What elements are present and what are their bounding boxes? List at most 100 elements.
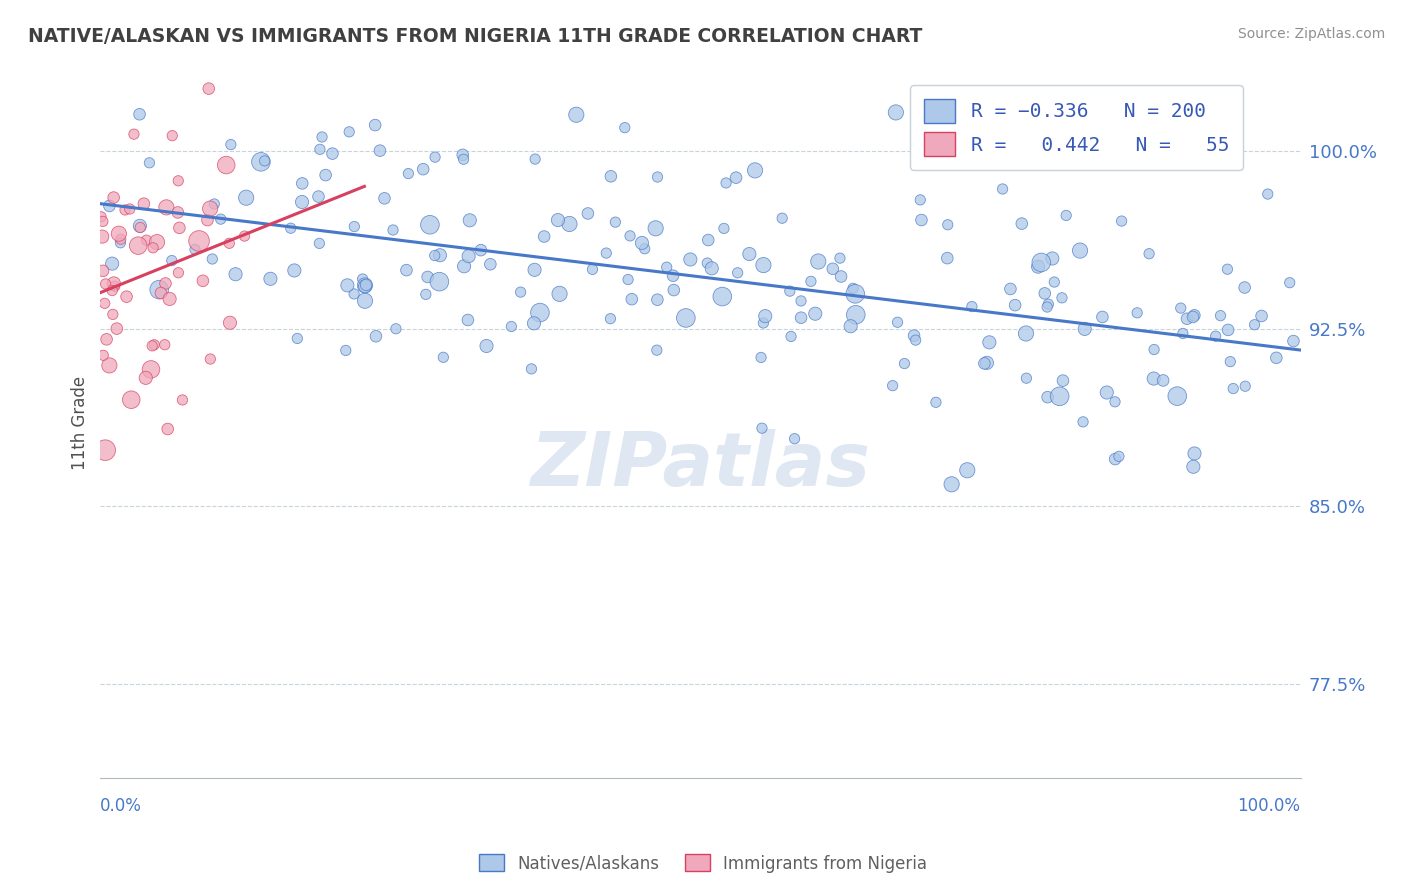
Point [1015, 326, 1038, 341]
Point [1108, 450, 1130, 464]
Point [218, 236, 240, 251]
Point [91, 348, 114, 362]
Point [103, 190, 125, 204]
Point [197, 213, 219, 227]
Point [149, 285, 172, 300]
Point [94, 277, 117, 291]
Point [93, 296, 115, 310]
Point [219, 137, 242, 152]
Point [884, 105, 907, 120]
Point [309, 142, 332, 156]
Point [91, 264, 114, 278]
Point [1250, 309, 1272, 323]
Point [1049, 389, 1071, 403]
Point [122, 127, 145, 141]
Point [754, 309, 776, 323]
Point [184, 243, 207, 257]
Point [96, 332, 118, 346]
Point [645, 343, 668, 358]
Point [128, 219, 150, 233]
Point [714, 176, 737, 190]
Point [453, 153, 475, 167]
Point [711, 289, 734, 303]
Point [385, 322, 408, 336]
Point [738, 247, 761, 261]
Point [142, 241, 165, 255]
Point [749, 351, 772, 365]
Point [1071, 415, 1094, 429]
Point [1182, 310, 1205, 324]
Point [634, 242, 657, 256]
Point [114, 202, 136, 217]
Point [595, 246, 617, 260]
Point [103, 277, 125, 291]
Point [225, 267, 247, 281]
Point [128, 107, 150, 121]
Point [354, 279, 377, 293]
Point [458, 213, 481, 227]
Point [960, 300, 983, 314]
Point [321, 146, 343, 161]
Point [233, 229, 256, 244]
Point [804, 307, 827, 321]
Point [1166, 389, 1188, 403]
Point [828, 251, 851, 265]
Point [432, 351, 454, 365]
Point [725, 170, 748, 185]
Point [1233, 280, 1256, 294]
Point [235, 191, 257, 205]
Point [479, 257, 502, 271]
Point [605, 215, 627, 229]
Point [308, 236, 330, 251]
Point [167, 174, 190, 188]
Point [524, 152, 547, 166]
Point [1111, 214, 1133, 228]
Point [197, 81, 219, 95]
Point [315, 168, 337, 182]
Point [141, 339, 163, 353]
Point [354, 293, 377, 308]
Y-axis label: 11th Grade: 11th Grade [72, 376, 89, 470]
Point [783, 432, 806, 446]
Point [800, 274, 823, 288]
Point [523, 316, 546, 330]
Point [558, 217, 581, 231]
Text: NATIVE/ALASKAN VS IMMIGRANTS FROM NIGERIA 11TH GRADE CORRELATION CHART: NATIVE/ALASKAN VS IMMIGRANTS FROM NIGERI… [28, 27, 922, 45]
Point [416, 270, 439, 285]
Point [169, 220, 191, 235]
Point [647, 293, 669, 307]
Point [548, 286, 571, 301]
Point [845, 308, 868, 322]
Point [925, 395, 948, 409]
Point [423, 150, 446, 164]
Point [1043, 275, 1066, 289]
Point [700, 261, 723, 276]
Point [285, 331, 308, 345]
Point [576, 206, 599, 220]
Text: 0.0%: 0.0% [100, 797, 142, 815]
Point [135, 371, 157, 385]
Point [198, 202, 221, 216]
Point [1143, 343, 1166, 357]
Point [215, 158, 238, 172]
Point [110, 232, 132, 246]
Point [451, 148, 474, 162]
Point [1216, 323, 1239, 337]
Point [910, 213, 932, 227]
Point [1216, 262, 1239, 277]
Point [1182, 459, 1205, 474]
Point [156, 422, 179, 436]
Point [188, 234, 211, 248]
Point [520, 362, 543, 376]
Point [1104, 394, 1126, 409]
Point [647, 169, 669, 184]
Point [1278, 276, 1301, 290]
Point [727, 266, 749, 280]
Point [1219, 354, 1241, 368]
Point [105, 321, 128, 335]
Point [780, 329, 803, 343]
Point [457, 313, 479, 327]
Point [396, 167, 419, 181]
Point [617, 272, 640, 286]
Point [631, 235, 654, 250]
